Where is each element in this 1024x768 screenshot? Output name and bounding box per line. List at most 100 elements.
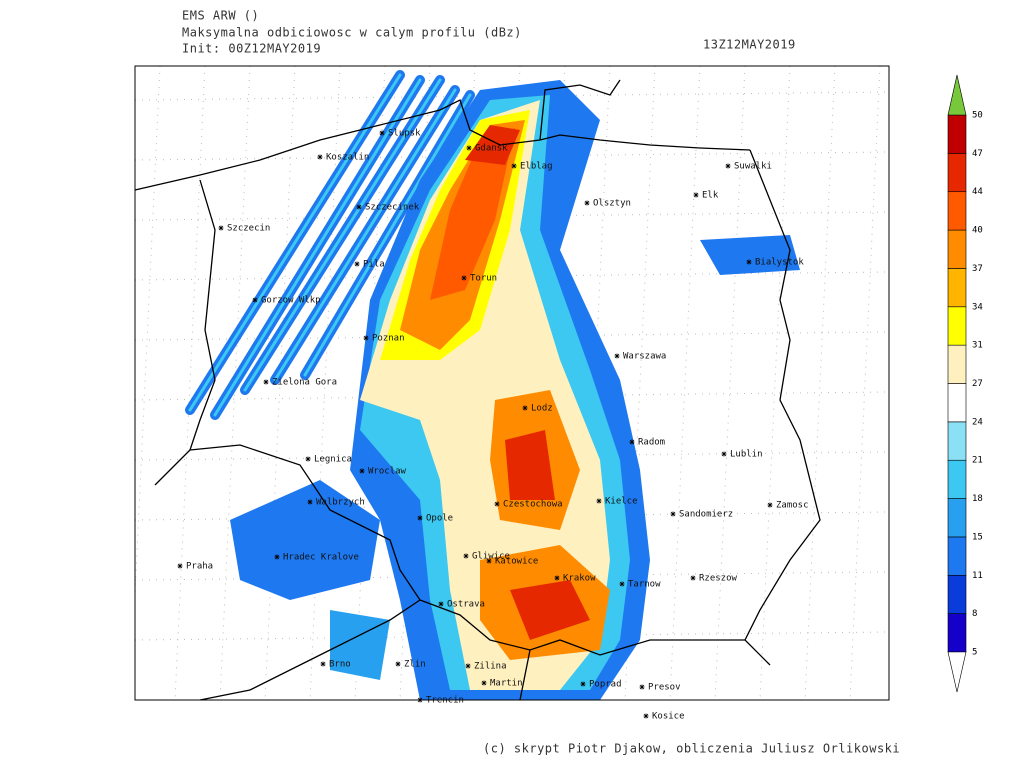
city-label: Czestochowa: [503, 500, 563, 510]
city-marker: [767, 502, 773, 508]
colorbar-segment: [947, 191, 967, 231]
city-marker: [721, 451, 727, 457]
field-title: Maksymalna odbiciowosc w calym profilu (…: [182, 26, 522, 40]
city-label: Praha: [186, 562, 213, 572]
valid-time: 13Z12MAY2019: [703, 38, 796, 52]
colorbar-label: 44: [972, 187, 983, 197]
rain-band: [243, 78, 442, 392]
city-marker: [690, 575, 696, 581]
grid-line: [669, 66, 701, 700]
city-label: Koszalin: [326, 153, 369, 163]
city-marker: [252, 297, 258, 303]
city-marker: [417, 515, 423, 521]
city-label: Zlin: [404, 660, 426, 670]
city-label: Torun: [470, 274, 497, 284]
city-label: Ostrava: [447, 600, 485, 610]
colorbar-segment: [947, 498, 967, 538]
colorbar-label: 8: [972, 609, 977, 619]
rain-cell: [465, 125, 520, 165]
city-label: Opole: [426, 514, 453, 524]
rain-cell: [430, 128, 515, 300]
colorbar: 5 8 11 15 18 21 24 27 31 34 37 40 44 47 50: [947, 74, 983, 693]
grid-line: [579, 66, 611, 700]
city-marker: [263, 379, 269, 385]
colorbar-segment: [947, 306, 967, 346]
colorbar-over: [947, 74, 967, 116]
grid-line: [174, 66, 206, 700]
colorbar-label: 21: [972, 456, 983, 466]
city-label: Kielce: [605, 497, 638, 507]
city-label: Slupsk: [388, 129, 421, 139]
city-marker: [465, 663, 471, 669]
city-marker: [639, 684, 645, 690]
grid-line: [759, 66, 791, 700]
city-label: Sandomierz: [679, 510, 733, 520]
colorbar-label: 11: [972, 571, 983, 581]
city-marker: [693, 192, 699, 198]
city-marker: [379, 130, 385, 136]
city-label: Tarnow: [628, 580, 661, 590]
colorbar-label: 37: [972, 264, 983, 274]
grid-line: [849, 66, 881, 700]
map-frame: [134, 65, 890, 701]
colorbar-segment: [947, 459, 967, 499]
colorbar-label: 34: [972, 302, 983, 312]
city-label: Zilina: [474, 662, 507, 672]
city-label: Zielona Gora: [272, 378, 337, 388]
city-label: Krakow: [563, 574, 596, 584]
city-marker: [274, 554, 280, 560]
city-marker: [317, 154, 323, 160]
city-marker: [746, 259, 752, 265]
city-label: Gdansk: [475, 144, 508, 154]
city-label: Hradec Kralove: [283, 553, 359, 563]
rain-cell: [510, 580, 590, 640]
city-marker: [629, 439, 635, 445]
city-label: Wroclaw: [368, 467, 407, 477]
colorbar-segment: [947, 536, 967, 576]
grid-line: [135, 66, 161, 605]
colorbar-label: 31: [972, 341, 983, 351]
city-marker: [395, 661, 401, 667]
colorbar-segment: [947, 229, 967, 269]
colorbar-label: 15: [972, 532, 983, 542]
city-label: Szczecinek: [365, 203, 420, 213]
rain-cell: [230, 480, 380, 600]
colorbar-label: 40: [972, 226, 983, 236]
city-marker: [177, 563, 183, 569]
city-marker: [670, 511, 676, 517]
colorbar-label: 24: [972, 417, 983, 427]
city-marker: [725, 163, 731, 169]
city-marker: [619, 581, 625, 587]
city-label: Szczecin: [227, 224, 270, 234]
rain-band: [303, 93, 472, 377]
colorbar-label: 50: [972, 111, 983, 121]
colorbar-segment: [947, 153, 967, 193]
city-label: Pila: [363, 260, 385, 270]
grid-line: [714, 66, 746, 700]
city-marker: [486, 558, 492, 564]
city-marker: [320, 661, 326, 667]
city-label: Elk: [702, 191, 719, 201]
city-label: Martin: [490, 679, 523, 689]
city-label: Katowice: [495, 557, 538, 567]
reflectivity-field: [135, 66, 889, 700]
colorbar-segment: [947, 344, 967, 384]
city-label: Gliwice: [472, 552, 510, 562]
city-marker: [554, 575, 560, 581]
city-label: Lublin: [730, 450, 763, 460]
city-marker: [363, 335, 369, 341]
colorbar-label: 18: [972, 494, 983, 504]
rain-band: [213, 78, 422, 417]
city-labels: Slupsk Koszalin Gdansk Elblag Suwalki Elk Olsz…: [177, 129, 809, 722]
city-marker: [466, 145, 472, 151]
city-label: Poprad: [589, 680, 622, 690]
city-marker: [643, 713, 649, 719]
model-title: EMS ARW (): [182, 9, 259, 23]
city-marker: [307, 499, 313, 505]
city-marker: [522, 405, 528, 411]
grid-line: [264, 66, 296, 700]
city-marker: [417, 697, 423, 703]
city-label: Brno: [329, 660, 351, 670]
city-marker: [438, 601, 444, 607]
